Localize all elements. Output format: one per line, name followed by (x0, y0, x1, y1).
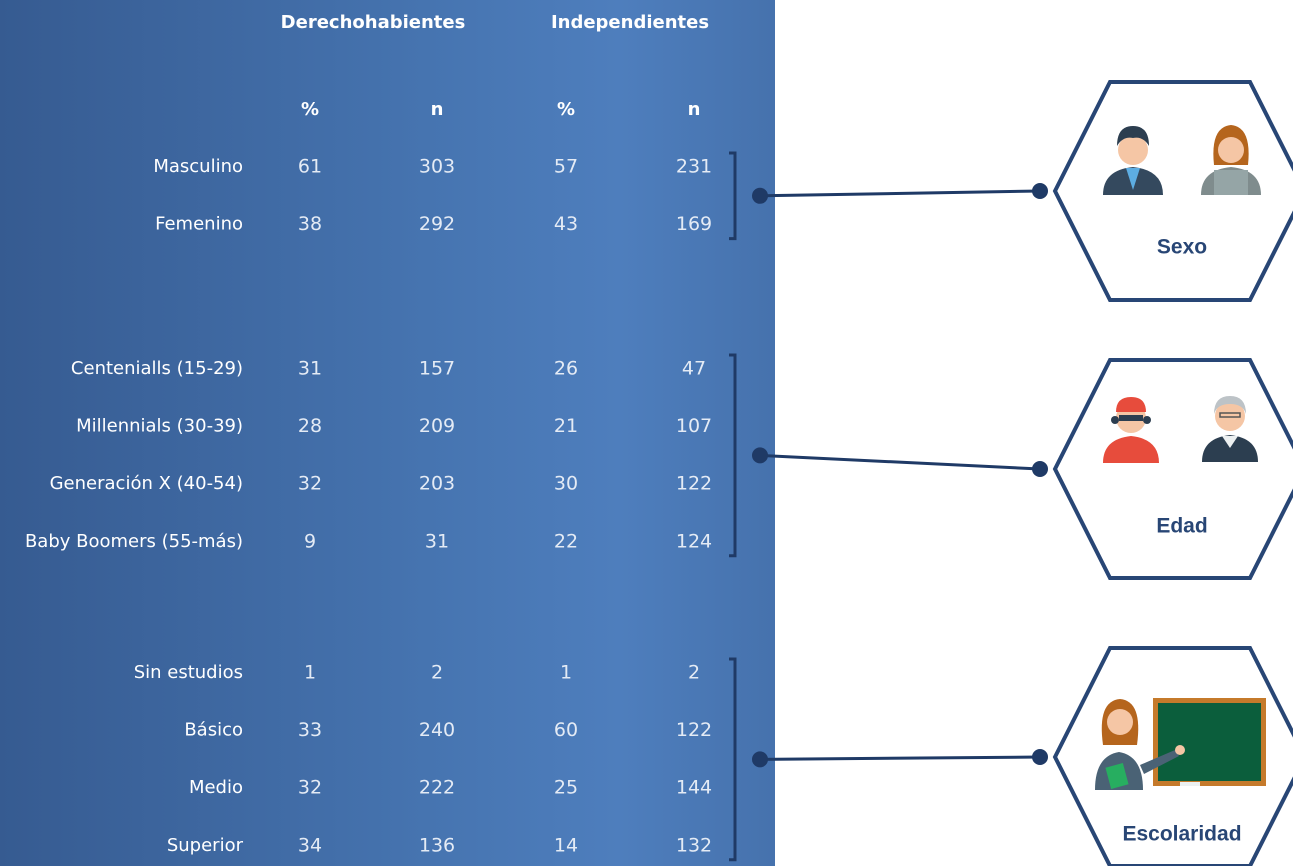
connector-dot (1032, 749, 1048, 765)
connector (759, 189, 1041, 198)
row-label: Centenialls (15-29) (71, 358, 243, 379)
bracket (729, 657, 737, 862)
cell-value: 209 (419, 415, 455, 437)
icons (1095, 125, 1266, 790)
cell-value: 33 (298, 719, 322, 741)
cell-value: 124 (676, 530, 712, 552)
connector-dot (752, 447, 768, 464)
woman-icon (1201, 125, 1261, 195)
cell-value: 32 (298, 473, 322, 495)
column-subheader: % (557, 99, 575, 120)
cell-value: 30 (554, 473, 578, 495)
column-subheader: n (431, 99, 444, 120)
bracket (729, 353, 737, 558)
cell-value: 25 (554, 777, 578, 799)
cell-value: 240 (419, 719, 455, 741)
cell-value: 144 (676, 777, 712, 799)
row-label: Medio (189, 777, 243, 798)
table-panel (0, 0, 775, 866)
bracket (729, 151, 737, 241)
teacher-icon (1095, 698, 1266, 790)
connector (759, 755, 1041, 761)
row-label: Básico (184, 720, 243, 741)
cell-value: 1 (560, 662, 572, 684)
connector-dot (752, 751, 768, 768)
elder-icon (1202, 396, 1258, 462)
row-label: Baby Boomers (55-más) (25, 531, 243, 552)
cell-value: 222 (419, 777, 455, 799)
cell-value: 28 (298, 415, 322, 437)
cell-value: 9 (304, 530, 316, 552)
cell-value: 2 (431, 662, 443, 684)
cell-value: 38 (298, 213, 322, 235)
cell-value: 292 (419, 213, 455, 235)
row-label: Masculino (153, 156, 243, 177)
cell-value: 61 (298, 156, 322, 178)
cell-value: 303 (419, 156, 455, 178)
cell-value: 169 (676, 213, 712, 235)
cell-value: 47 (682, 358, 706, 380)
connector-dot (752, 187, 768, 204)
cell-value: 14 (554, 834, 578, 856)
cell-value: 136 (419, 834, 455, 856)
connector-dot (1032, 461, 1048, 477)
row-label: Femenino (155, 214, 243, 235)
cell-value: 132 (676, 834, 712, 856)
cell-value: 26 (554, 358, 578, 380)
cell-value: 203 (419, 473, 455, 495)
cell-value: 157 (419, 358, 455, 380)
cell-value: 32 (298, 777, 322, 799)
category-label: Edad (1156, 515, 1207, 538)
cell-value: 60 (554, 719, 578, 741)
row-label: Millennials (30-39) (76, 416, 243, 437)
cell-value: 57 (554, 156, 578, 178)
column-subheader: % (301, 99, 319, 120)
connector (759, 453, 1041, 471)
category-label: Sexo (1157, 236, 1207, 259)
cell-value: 43 (554, 213, 578, 235)
column-subheader: n (688, 99, 701, 120)
cell-value: 31 (425, 530, 449, 552)
cell-value: 107 (676, 415, 712, 437)
cell-value: 22 (554, 530, 578, 552)
hexagon (1052, 358, 1293, 580)
cell-value: 122 (676, 719, 712, 741)
category-label: Escolaridad (1122, 823, 1241, 846)
row-label: Generación X (40-54) (50, 473, 243, 494)
cell-value: 21 (554, 415, 578, 437)
connector-dot (1032, 183, 1048, 199)
young-icon (1103, 397, 1159, 463)
man-icon (1103, 126, 1163, 195)
cell-value: 122 (676, 473, 712, 495)
row-label: Sin estudios (134, 662, 243, 683)
cell-value: 1 (304, 662, 316, 684)
column-header: Independientes (551, 12, 709, 33)
cell-value: 2 (688, 662, 700, 684)
cell-value: 231 (676, 156, 712, 178)
cell-value: 34 (298, 834, 322, 856)
row-label: Superior (167, 835, 244, 856)
column-header: Derechohabientes (281, 12, 466, 33)
cell-value: 31 (298, 358, 322, 380)
